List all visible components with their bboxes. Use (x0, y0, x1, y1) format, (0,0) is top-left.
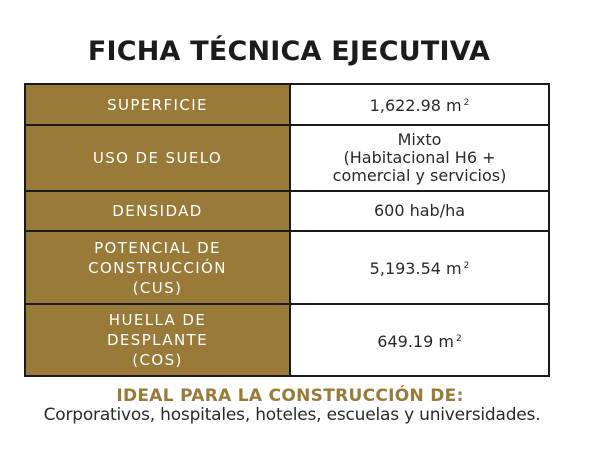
table-row: POTENCIAL DE CONSTRUCCIÓN (CUS) 5,193.54… (24, 230, 550, 305)
value-text: 649.19 m (377, 331, 454, 351)
row-value-uso-de-suelo: Mixto (Habitacional H6 + comercial y ser… (289, 124, 550, 192)
label-line: (CUS) (132, 278, 183, 297)
label-line: CONSTRUCCIÓN (88, 258, 227, 277)
label-line: DESPLANTE (106, 331, 209, 349)
row-label-cos: HUELLA DE DESPLANTE (COS) (24, 303, 291, 377)
value-line: (Habitacional H6 + (343, 148, 496, 167)
table-row: DENSIDAD 600 hab/ha (24, 190, 550, 232)
row-label-cus: POTENCIAL DE CONSTRUCCIÓN (CUS) (24, 230, 291, 305)
label-line: POTENCIAL DE (94, 238, 221, 257)
label-line: HUELLA DE (108, 311, 207, 329)
page-title: FICHA TÉCNICA EJECUTIVA (87, 36, 491, 67)
row-label-uso-de-suelo: USO DE SUELO (24, 124, 291, 192)
table-row: USO DE SUELO Mixto (Habitacional H6 + co… (24, 124, 550, 192)
row-label-densidad: DENSIDAD (24, 190, 291, 232)
value-text: 5,193.54 m (369, 259, 462, 278)
label-line: (COS) (132, 351, 183, 369)
value-text: 1,622.98 m (369, 96, 462, 115)
unit-superscript: 2 (463, 98, 470, 108)
row-label-superficie: SUPERFICIE (24, 83, 291, 126)
ideal-heading: IDEAL PARA LA CONSTRUCCIÓN DE: (116, 386, 464, 406)
ideal-text: Corporativos, hospitales, hoteles, escue… (43, 405, 541, 425)
value-line: Mixto (397, 130, 442, 149)
unit-superscript: 2 (455, 333, 462, 344)
row-value-densidad: 600 hab/ha (289, 190, 550, 232)
value-line: comercial y servicios) (332, 166, 507, 185)
unit-superscript: 2 (463, 261, 470, 271)
